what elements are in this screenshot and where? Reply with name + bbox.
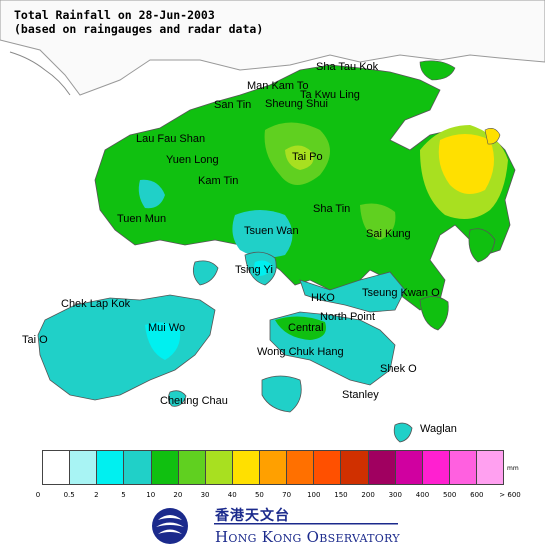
- legend-swatch: [97, 451, 125, 484]
- place-sha-tin: Sha Tin: [313, 203, 350, 215]
- org-name-chinese: 香港天文台: [215, 508, 290, 524]
- legend-tick-label: 10: [146, 491, 156, 499]
- legend-swatch: [395, 451, 423, 484]
- hko-logo: [152, 508, 398, 544]
- legend-tick-label: 200: [361, 491, 375, 499]
- place-tsing-yi: Tsing Yi: [235, 264, 273, 276]
- place-tsuen-wan: Tsuen Wan: [244, 225, 299, 237]
- legend-swatch: [368, 451, 396, 484]
- legend-swatch: [314, 451, 342, 484]
- legend-swatch: [287, 451, 315, 484]
- place-central: Central: [288, 322, 323, 334]
- legend-tick-label: 600: [470, 491, 484, 499]
- place-tseung-kwan-o: Tseung Kwan O: [362, 287, 440, 299]
- place-wong-chuk-hang: Wong Chuk Hang: [257, 346, 344, 358]
- place-sai-kung: Sai Kung: [366, 228, 411, 240]
- place-kam-tin: Kam Tin: [198, 175, 238, 187]
- legend-tick-label: 40: [227, 491, 237, 499]
- legend-tick-label: 150: [334, 491, 348, 499]
- place-man-kam-to: Man Kam To: [247, 80, 309, 92]
- legend-swatch: [178, 451, 206, 484]
- map-title: Total Rainfall on 28-Jun-2003: [14, 8, 215, 22]
- legend-swatch: [477, 451, 504, 484]
- place-san-tin: San Tin: [214, 99, 251, 111]
- place-cheung-chau: Cheung Chau: [160, 395, 228, 407]
- org-name-english-text: Hong Kong Observatory: [215, 528, 400, 546]
- kowloon-land: [299, 271, 406, 313]
- legend-swatch: [205, 451, 233, 484]
- place-hko: HKO: [311, 292, 335, 304]
- rainfall-legend: [42, 450, 504, 485]
- mainland-region: [0, 0, 545, 96]
- legend-unit: mm: [507, 465, 519, 472]
- place-tai-o: Tai O: [22, 334, 48, 346]
- legend-tick-label: 5: [121, 491, 126, 499]
- legend-swatch: [341, 451, 369, 484]
- legend-tick-label: 0: [35, 491, 41, 499]
- rainfall-map: Sha Tau Kok Man Kam To Ta Kwu Ling San T…: [0, 0, 545, 443]
- legend-swatch: [422, 451, 450, 484]
- place-yuen-long: Yuen Long: [166, 154, 219, 166]
- lantau-island: [37, 294, 216, 401]
- map-subtitle: (based on raingauges and radar data): [14, 22, 264, 36]
- legend-swatch: [43, 451, 71, 484]
- place-tuen-mun: Tuen Mun: [117, 213, 166, 225]
- legend-tick-label: 400: [415, 491, 430, 499]
- legend-tick-label: 0.5: [63, 491, 75, 499]
- legend-tick-label: > 600: [499, 491, 521, 499]
- legend-tick-label: 70: [282, 491, 292, 499]
- place-ta-kwu-ling: Ta Kwu Ling: [300, 89, 360, 101]
- legend-tick-label: 2: [94, 491, 99, 499]
- place-sheung-shui: Sheung Shui: [265, 98, 328, 110]
- place-north-point: North Point: [320, 311, 375, 323]
- legend-tick-label: 300: [388, 491, 402, 499]
- legend-tick-label: 30: [200, 491, 210, 499]
- legend-swatch: [260, 451, 288, 484]
- place-chek-lap-kok: Chek Lap Kok: [61, 298, 131, 310]
- place-mui-wo: Mui Wo: [148, 322, 185, 334]
- legend-swatch: [151, 451, 179, 484]
- place-sha-tau-kok: Sha Tau Kok: [316, 61, 379, 73]
- legend-tick-label: 500: [442, 491, 457, 499]
- place-waglan: Waglan: [420, 423, 457, 435]
- place-stanley: Stanley: [342, 389, 379, 401]
- legend-tick-label: 50: [254, 491, 264, 499]
- place-shek-o: Shek O: [380, 363, 417, 375]
- legend-swatch: [449, 451, 477, 484]
- org-name-english: Hong Kong Observatory: [215, 528, 400, 546]
- legend-swatch: [124, 451, 152, 484]
- place-tai-po: Tai Po: [292, 151, 323, 163]
- legend-tick-label: 20: [173, 491, 183, 499]
- legend-swatch: [70, 451, 98, 484]
- legend-tick-label: 100: [307, 491, 321, 499]
- place-lau-fau-shan: Lau Fau Shan: [136, 133, 205, 145]
- legend-swatch: [232, 451, 260, 484]
